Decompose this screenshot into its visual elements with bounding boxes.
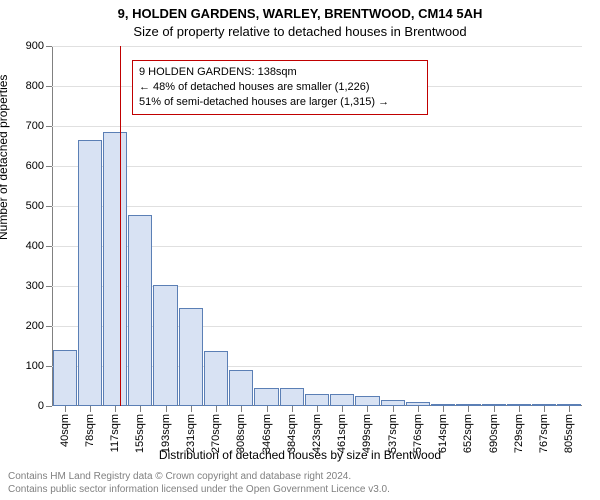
x-tick	[519, 406, 520, 412]
x-tick	[367, 406, 368, 412]
x-tick	[166, 406, 167, 412]
x-tick	[569, 406, 570, 412]
bar	[53, 350, 77, 406]
footer-attribution: Contains HM Land Registry data © Crown c…	[8, 471, 390, 496]
bar	[330, 394, 354, 406]
gridline	[52, 166, 582, 167]
y-tick	[46, 86, 52, 87]
y-tick	[46, 286, 52, 287]
y-tick-label: 800	[26, 80, 44, 92]
y-tick-label: 100	[26, 360, 44, 372]
annotation-box: 9 HOLDEN GARDENS: 138sqm← 48% of detache…	[132, 60, 428, 115]
x-tick	[140, 406, 141, 412]
x-tick	[342, 406, 343, 412]
x-tick	[393, 406, 394, 412]
x-tick	[544, 406, 545, 412]
bar	[179, 308, 203, 406]
bar	[103, 132, 127, 406]
bar	[355, 396, 379, 406]
x-tick	[292, 406, 293, 412]
y-tick-label: 700	[26, 120, 44, 132]
x-tick-label: 78sqm	[84, 414, 96, 447]
marker-line	[120, 46, 121, 406]
y-tick	[46, 326, 52, 327]
x-tick	[115, 406, 116, 412]
annotation-line: 9 HOLDEN GARDENS: 138sqm	[139, 65, 421, 80]
bar	[229, 370, 253, 406]
bar	[128, 215, 152, 406]
y-tick	[46, 366, 52, 367]
y-tick	[46, 126, 52, 127]
y-tick-label: 200	[26, 320, 44, 332]
x-tick	[494, 406, 495, 412]
x-tick	[267, 406, 268, 412]
bar	[204, 351, 228, 406]
annotation-line: 51% of semi-detached houses are larger (…	[139, 95, 421, 110]
bar	[254, 388, 278, 406]
y-tick-label: 400	[26, 240, 44, 252]
gridline	[52, 206, 582, 207]
x-tick	[418, 406, 419, 412]
chart-subtitle: Size of property relative to detached ho…	[0, 24, 600, 39]
y-tick	[46, 46, 52, 47]
x-tick-label: 40sqm	[59, 414, 71, 447]
x-tick	[241, 406, 242, 412]
gridline	[52, 46, 582, 47]
chart-container: 9, HOLDEN GARDENS, WARLEY, BRENTWOOD, CM…	[0, 0, 600, 500]
bar	[153, 285, 177, 406]
y-axis-label: Number of detached properties	[0, 75, 10, 240]
x-tick-label: 117sqm	[109, 414, 121, 452]
y-tick	[46, 206, 52, 207]
footer-line: Contains HM Land Registry data © Crown c…	[8, 471, 390, 484]
y-tick	[46, 406, 52, 407]
annotation-line: ← 48% of detached houses are smaller (1,…	[139, 80, 421, 95]
plot-area: 010020030040050060070080090040sqm78sqm11…	[52, 46, 582, 406]
bar	[280, 388, 304, 406]
x-axis-label: Distribution of detached houses by size …	[0, 448, 600, 462]
y-tick-label: 600	[26, 160, 44, 172]
y-tick-label: 900	[26, 40, 44, 52]
y-tick-label: 500	[26, 200, 44, 212]
y-tick	[46, 246, 52, 247]
x-tick	[216, 406, 217, 412]
x-tick	[443, 406, 444, 412]
chart-title: 9, HOLDEN GARDENS, WARLEY, BRENTWOOD, CM…	[0, 6, 600, 21]
footer-line: Contains public sector information licen…	[8, 484, 390, 497]
x-tick	[317, 406, 318, 412]
x-tick	[191, 406, 192, 412]
y-tick-label: 300	[26, 280, 44, 292]
y-tick-label: 0	[38, 400, 44, 412]
bar	[78, 140, 102, 406]
gridline	[52, 126, 582, 127]
y-tick	[46, 166, 52, 167]
bar	[305, 394, 329, 406]
x-tick	[65, 406, 66, 412]
x-tick	[468, 406, 469, 412]
x-tick	[90, 406, 91, 412]
